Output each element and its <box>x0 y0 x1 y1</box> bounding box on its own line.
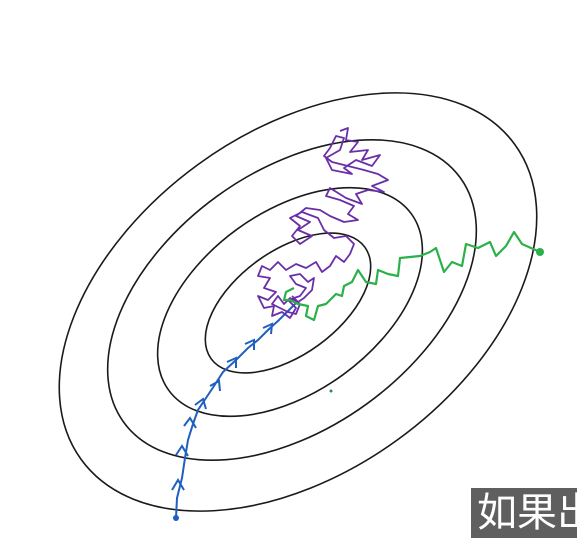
stray-dot <box>329 389 333 393</box>
contour-ring-3 <box>156 186 424 418</box>
blue-path-start-dot <box>173 515 179 521</box>
blue-path-arrows <box>171 322 274 491</box>
contour-ring-outer <box>58 92 538 512</box>
contour-ring-inner <box>204 232 372 374</box>
purple-noisy-path <box>257 127 389 319</box>
contour-lines <box>58 92 538 512</box>
green-oscillating-path <box>282 230 544 322</box>
subtitle-overlay: 如果出 <box>471 488 577 538</box>
green-path-start-dot <box>536 248 544 256</box>
contour-ring-2 <box>106 138 478 462</box>
subtitle-text: 如果出 <box>477 490 577 536</box>
green-path-line <box>282 230 541 322</box>
purple-path-line <box>257 127 389 319</box>
blue-descent-path <box>171 302 297 521</box>
